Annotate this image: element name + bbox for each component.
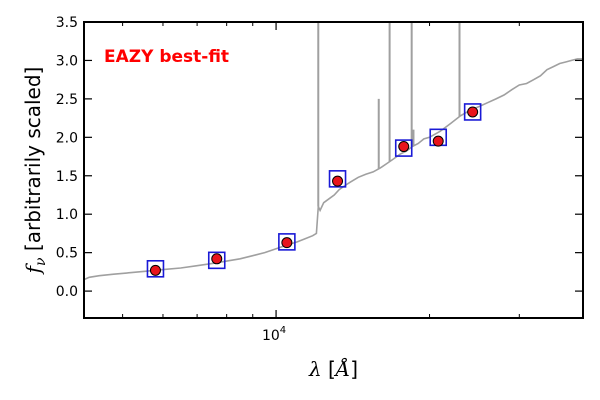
observed-flux-point <box>211 253 223 265</box>
y-tick-label: 2.5 <box>56 92 78 108</box>
model-flux-box <box>207 251 226 270</box>
legend-annotation: EAZY best-fit <box>104 47 229 67</box>
observed-flux-point <box>332 175 344 187</box>
y-axis-label: fν [arbitrarily scaled] <box>21 67 49 276</box>
y-tick-label: 1.5 <box>56 169 78 185</box>
x-axis-label: λ [Å] <box>308 356 358 381</box>
model-flux-box <box>463 103 482 121</box>
model-flux-box <box>278 233 296 251</box>
axes-ticks: 0.0 0.5 1.0 1.5 2.0 2.5 3.0 3.5 104 <box>56 15 583 344</box>
y-tick-label: 3.5 <box>56 15 78 31</box>
y-tick-label: 0.5 <box>56 246 78 262</box>
observed-flux-point <box>432 135 444 147</box>
model-flux-box <box>146 259 165 278</box>
observed-flux-point <box>398 141 410 153</box>
model-flux-box <box>328 170 347 188</box>
template-curve <box>84 58 583 281</box>
y-tick-label: 0.0 <box>56 284 78 300</box>
observed-flux-point <box>281 237 293 249</box>
y-tick-label: 3.0 <box>56 53 78 69</box>
x-tick-label: 104 <box>262 325 286 344</box>
observed-flux-point <box>467 106 479 118</box>
plot-frame <box>83 21 584 319</box>
points-layer <box>146 103 482 278</box>
y-tick-label: 2.0 <box>56 130 78 146</box>
observed-flux-point <box>149 264 161 276</box>
model-flux-box <box>394 139 413 157</box>
y-tick-label: 1.0 <box>56 207 78 223</box>
